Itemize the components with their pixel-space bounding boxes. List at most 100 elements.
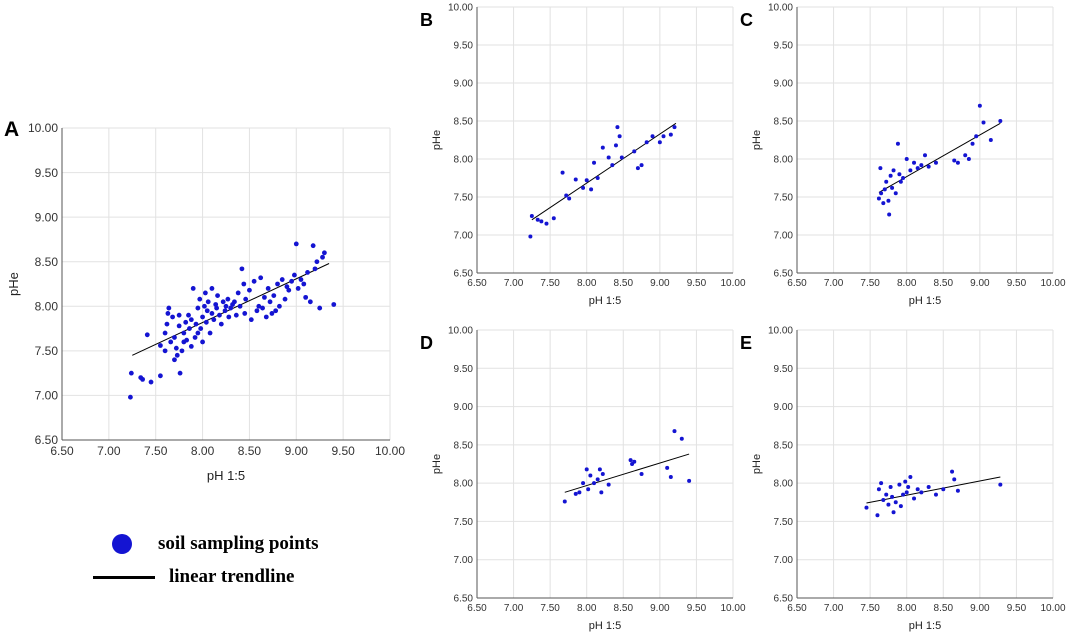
data-point bbox=[292, 272, 297, 278]
data-point bbox=[672, 429, 677, 434]
data-point bbox=[884, 179, 889, 184]
data-point bbox=[998, 482, 1003, 487]
chart-panel-d: 6.50 7.00 7.50 8.00 8.50 9.00 9.50 10.00 6.50 7.0… bbox=[420, 326, 746, 633]
data-point bbox=[320, 254, 325, 260]
data-point bbox=[898, 504, 903, 509]
data-point bbox=[915, 487, 920, 492]
data-point bbox=[528, 234, 533, 239]
x-tick-label: 9.50 bbox=[331, 444, 355, 458]
data-point bbox=[232, 299, 237, 305]
data-point bbox=[192, 335, 198, 340]
data-point bbox=[195, 330, 201, 336]
y-tick-label: 10.00 bbox=[448, 326, 473, 337]
data-point bbox=[661, 134, 666, 139]
data-point bbox=[551, 216, 556, 221]
y-tick-label: 8.00 bbox=[774, 155, 794, 166]
data-point bbox=[144, 332, 150, 338]
data-point bbox=[878, 166, 883, 171]
data-point bbox=[904, 157, 909, 161]
data-point bbox=[977, 103, 982, 108]
x-tick-label: 7.50 bbox=[144, 444, 168, 458]
data-point bbox=[908, 475, 913, 480]
x-tick-label: 6.50 bbox=[50, 444, 74, 458]
x-axis-title: pH 1:5 bbox=[909, 620, 941, 632]
data-point bbox=[312, 266, 318, 272]
data-point bbox=[235, 290, 241, 296]
data-point bbox=[248, 317, 254, 323]
data-point bbox=[228, 305, 234, 311]
data-point bbox=[179, 348, 185, 354]
data-point bbox=[886, 198, 891, 203]
data-point bbox=[251, 278, 257, 284]
data-point bbox=[639, 471, 644, 476]
x-axis-title: pH 1:5 bbox=[207, 468, 245, 483]
x-tick-label: 10.00 bbox=[1040, 278, 1065, 289]
data-point bbox=[166, 305, 172, 311]
data-point bbox=[177, 370, 183, 376]
data-point bbox=[891, 510, 896, 515]
y-tick-label: 9.50 bbox=[35, 166, 59, 180]
y-tick-label: 8.50 bbox=[774, 440, 794, 451]
y-tick-label: 10.00 bbox=[768, 326, 793, 337]
data-point bbox=[882, 187, 887, 192]
data-point bbox=[222, 308, 228, 314]
y-tick-label: 8.50 bbox=[774, 117, 794, 128]
y-tick-label: 7.50 bbox=[774, 193, 794, 204]
data-point bbox=[223, 303, 229, 309]
y-tick-label: 6.50 bbox=[35, 433, 59, 447]
y-tick-label: 9.50 bbox=[454, 364, 474, 375]
y-tick-label: 9.00 bbox=[774, 79, 794, 90]
y-tick-label: 10.00 bbox=[28, 121, 58, 135]
panel-letter: C bbox=[740, 10, 753, 30]
data-point bbox=[307, 299, 313, 305]
data-point bbox=[912, 496, 917, 501]
y-tick-label: 8.50 bbox=[454, 440, 474, 451]
y-tick-label: 8.00 bbox=[454, 479, 474, 490]
data-point bbox=[617, 134, 622, 139]
data-point bbox=[284, 284, 290, 290]
data-point bbox=[644, 140, 649, 145]
x-tick-label: 9.50 bbox=[1007, 278, 1027, 289]
legend-points-label: soil sampling points bbox=[158, 533, 319, 554]
data-point bbox=[665, 465, 670, 470]
data-point bbox=[273, 308, 279, 314]
x-tick-label: 9.50 bbox=[687, 603, 707, 614]
x-tick-label: 7.00 bbox=[824, 278, 844, 289]
data-point bbox=[955, 488, 960, 493]
data-point bbox=[247, 287, 252, 293]
data-point bbox=[876, 487, 881, 492]
data-point bbox=[876, 196, 881, 201]
y-tick-label: 7.00 bbox=[35, 389, 59, 403]
data-point bbox=[286, 287, 292, 293]
data-point bbox=[897, 482, 902, 487]
legend-point-marker bbox=[112, 534, 132, 554]
data-point bbox=[140, 376, 145, 382]
x-tick-label: 8.50 bbox=[614, 603, 634, 614]
y-axis-title: pHe bbox=[431, 454, 443, 474]
data-point bbox=[895, 141, 900, 146]
data-point bbox=[263, 314, 269, 320]
legend-trendline-label: linear trendline bbox=[169, 566, 295, 587]
data-point bbox=[588, 473, 593, 478]
data-point bbox=[267, 299, 273, 305]
y-tick-label: 9.00 bbox=[774, 402, 794, 413]
y-tick-label: 7.00 bbox=[454, 231, 474, 242]
data-point bbox=[204, 308, 210, 314]
data-point bbox=[586, 487, 591, 492]
data-point bbox=[888, 484, 893, 489]
data-point bbox=[610, 163, 615, 168]
data-point bbox=[599, 490, 604, 495]
x-tick-label: 8.00 bbox=[577, 603, 597, 614]
x-tick-label: 7.50 bbox=[540, 603, 560, 614]
x-tick-label: 9.00 bbox=[285, 444, 309, 458]
data-point bbox=[903, 479, 908, 484]
data-point bbox=[595, 477, 600, 482]
data-point bbox=[926, 484, 931, 489]
data-point bbox=[164, 321, 170, 327]
trendline bbox=[564, 453, 690, 493]
y-tick-label: 7.00 bbox=[774, 555, 794, 566]
data-point bbox=[998, 119, 1003, 123]
data-point bbox=[331, 302, 337, 307]
data-point bbox=[897, 172, 902, 177]
x-tick-label: 8.50 bbox=[238, 444, 262, 458]
